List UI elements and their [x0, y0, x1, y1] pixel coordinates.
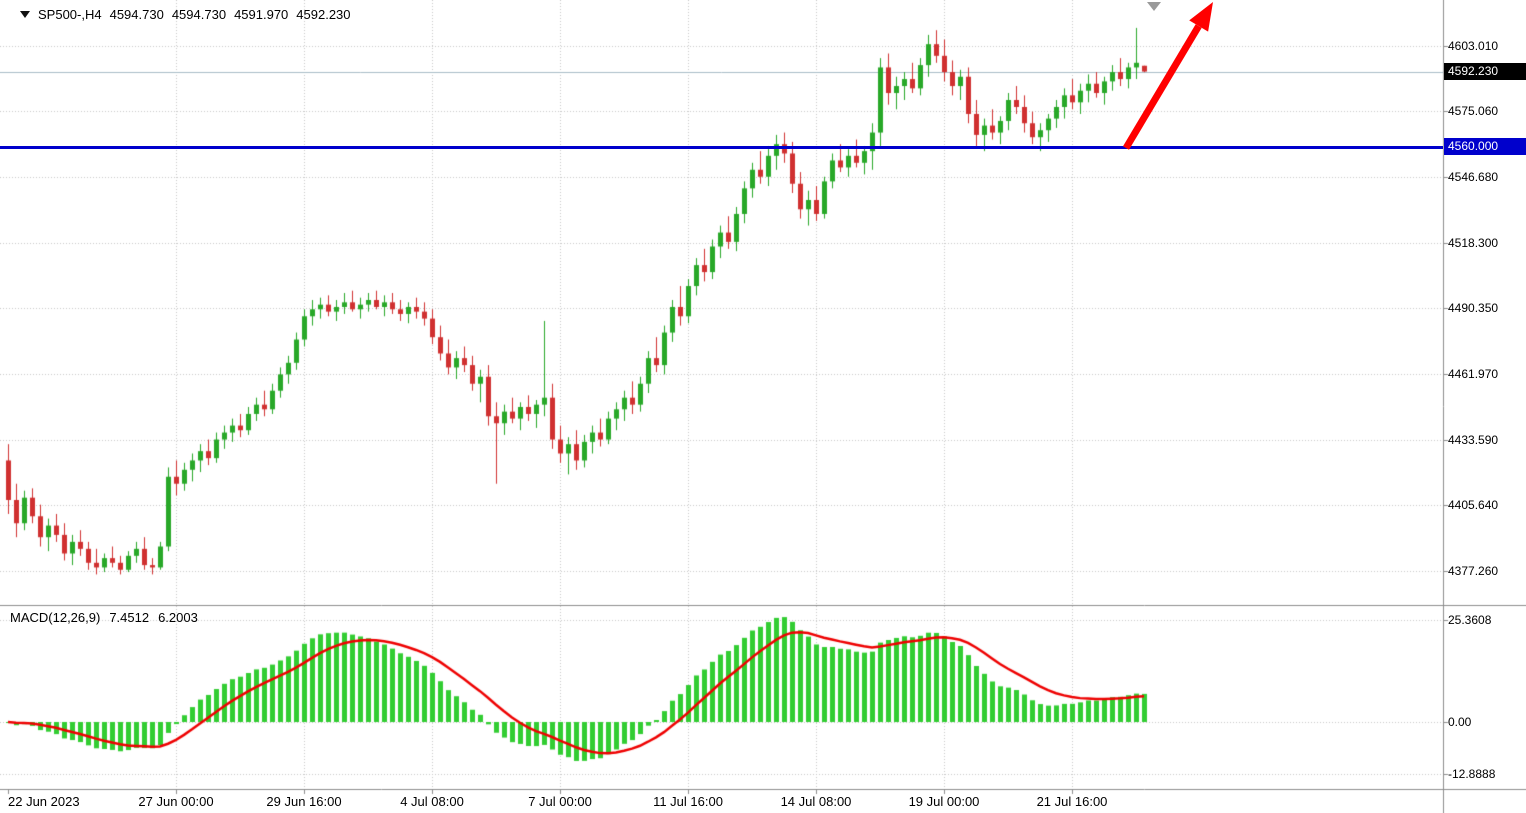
ohlc-open: 4594.730: [109, 7, 164, 22]
indicator-label: MACD(12,26,9) 7.4512 6.2003: [10, 610, 198, 625]
indicator-name: MACD(12,26,9): [10, 610, 101, 625]
horizontal-support-line[interactable]: [0, 146, 1443, 149]
hline-price-badge: 4560.000: [1444, 138, 1526, 155]
indicator-signal-value: 6.2003: [158, 610, 198, 625]
symbol-marker-icon: [20, 11, 30, 18]
hline-price-badge-label: 4560.000: [1448, 139, 1499, 153]
chart-shift-marker-icon[interactable]: [1147, 2, 1161, 11]
symbol-timeframe-label: SP500-,H4: [38, 7, 102, 22]
chart-title: SP500-,H4 4594.730 4594.730 4591.970 459…: [20, 7, 351, 22]
ohlc-close: 4592.230: [296, 7, 351, 22]
ohlc-low: 4591.970: [234, 7, 289, 22]
indicator-macd-value: 7.4512: [109, 610, 150, 625]
current-price-badge: 4592.230: [1444, 63, 1526, 80]
current-price-badge-label: 4592.230: [1448, 64, 1499, 78]
ohlc-high: 4594.730: [171, 7, 227, 22]
